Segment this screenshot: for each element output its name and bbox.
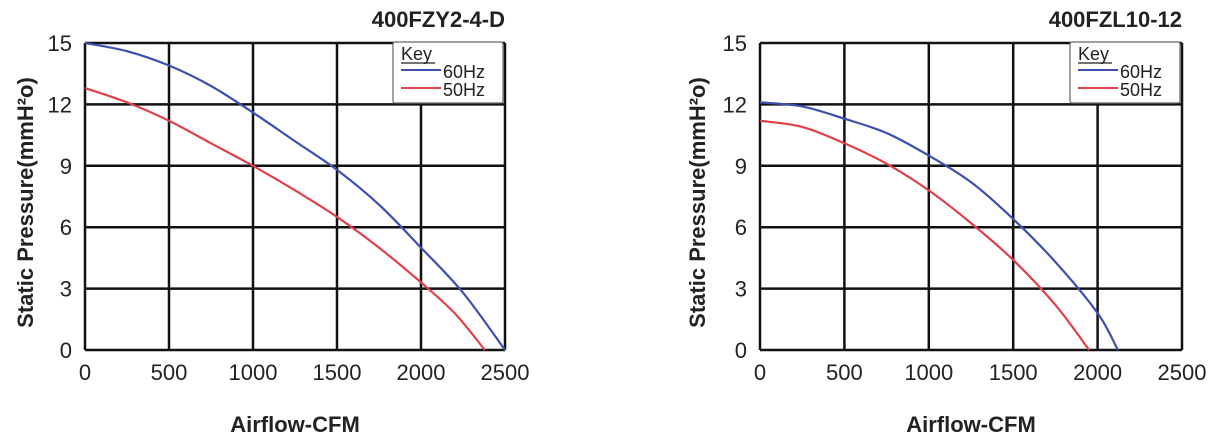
legend-label-60hz: 60Hz bbox=[1120, 62, 1162, 82]
series-line-60hz bbox=[759, 101, 1119, 351]
y-tick-label: 3 bbox=[60, 277, 72, 302]
y-tick-label: 12 bbox=[723, 92, 747, 117]
x-tick-label: 0 bbox=[754, 360, 766, 385]
series-line-50hz bbox=[84, 86, 486, 351]
x-tick-label: 0 bbox=[79, 360, 91, 385]
y-axis-label: Static Pressure(mmH²o) bbox=[13, 77, 38, 328]
x-tick-label: 2500 bbox=[1158, 360, 1207, 385]
x-tick-label: 500 bbox=[151, 360, 188, 385]
y-tick-label: 6 bbox=[735, 215, 747, 240]
legend-label-50hz: 50Hz bbox=[443, 80, 485, 100]
chart-title: 400FZL10-12 bbox=[1049, 7, 1182, 32]
y-axis-label: Static Pressure(mmH²o) bbox=[685, 77, 710, 328]
y-tick-label: 15 bbox=[723, 31, 747, 56]
legend-title: Key bbox=[1078, 44, 1109, 64]
y-tick-label: 0 bbox=[60, 338, 72, 363]
y-tick-label: 3 bbox=[735, 277, 747, 302]
x-tick-label: 500 bbox=[826, 360, 863, 385]
x-axis-label: Airflow-CFM bbox=[230, 412, 360, 437]
legend-label-50hz: 50Hz bbox=[1120, 80, 1162, 100]
x-axis-label: Airflow-CFM bbox=[906, 412, 1036, 437]
x-tick-label: 2500 bbox=[481, 360, 530, 385]
y-tick-label: 9 bbox=[60, 154, 72, 179]
chart-title: 400FZY2-4-D bbox=[372, 7, 505, 32]
x-tick-label: 1500 bbox=[313, 360, 362, 385]
chart-400fzy2-4-d: 0 500 1000 1500 2000 2500 0 3 6 9 12 15 400FZY2-4-D A… bbox=[13, 7, 529, 437]
y-tick-label: 0 bbox=[735, 338, 747, 363]
series-line-60hz bbox=[84, 41, 506, 351]
legend-label-60hz: 60Hz bbox=[443, 62, 485, 82]
x-tick-label: 1500 bbox=[989, 360, 1038, 385]
chart-400fzl10-12: 0 500 1000 1500 2000 2500 0 3 6 9 12 15 400FZL10-12 A… bbox=[685, 7, 1206, 437]
x-tick-label: 1000 bbox=[229, 360, 278, 385]
series-line-50hz bbox=[759, 119, 1091, 351]
x-tick-label: 2000 bbox=[397, 360, 446, 385]
y-tick-label: 12 bbox=[48, 92, 72, 117]
x-tick-label: 2000 bbox=[1073, 360, 1122, 385]
legend-title: Key bbox=[401, 44, 432, 64]
y-tick-label: 15 bbox=[48, 31, 72, 56]
y-tick-label: 6 bbox=[60, 215, 72, 240]
x-tick-label: 1000 bbox=[904, 360, 953, 385]
y-tick-label: 9 bbox=[735, 154, 747, 179]
